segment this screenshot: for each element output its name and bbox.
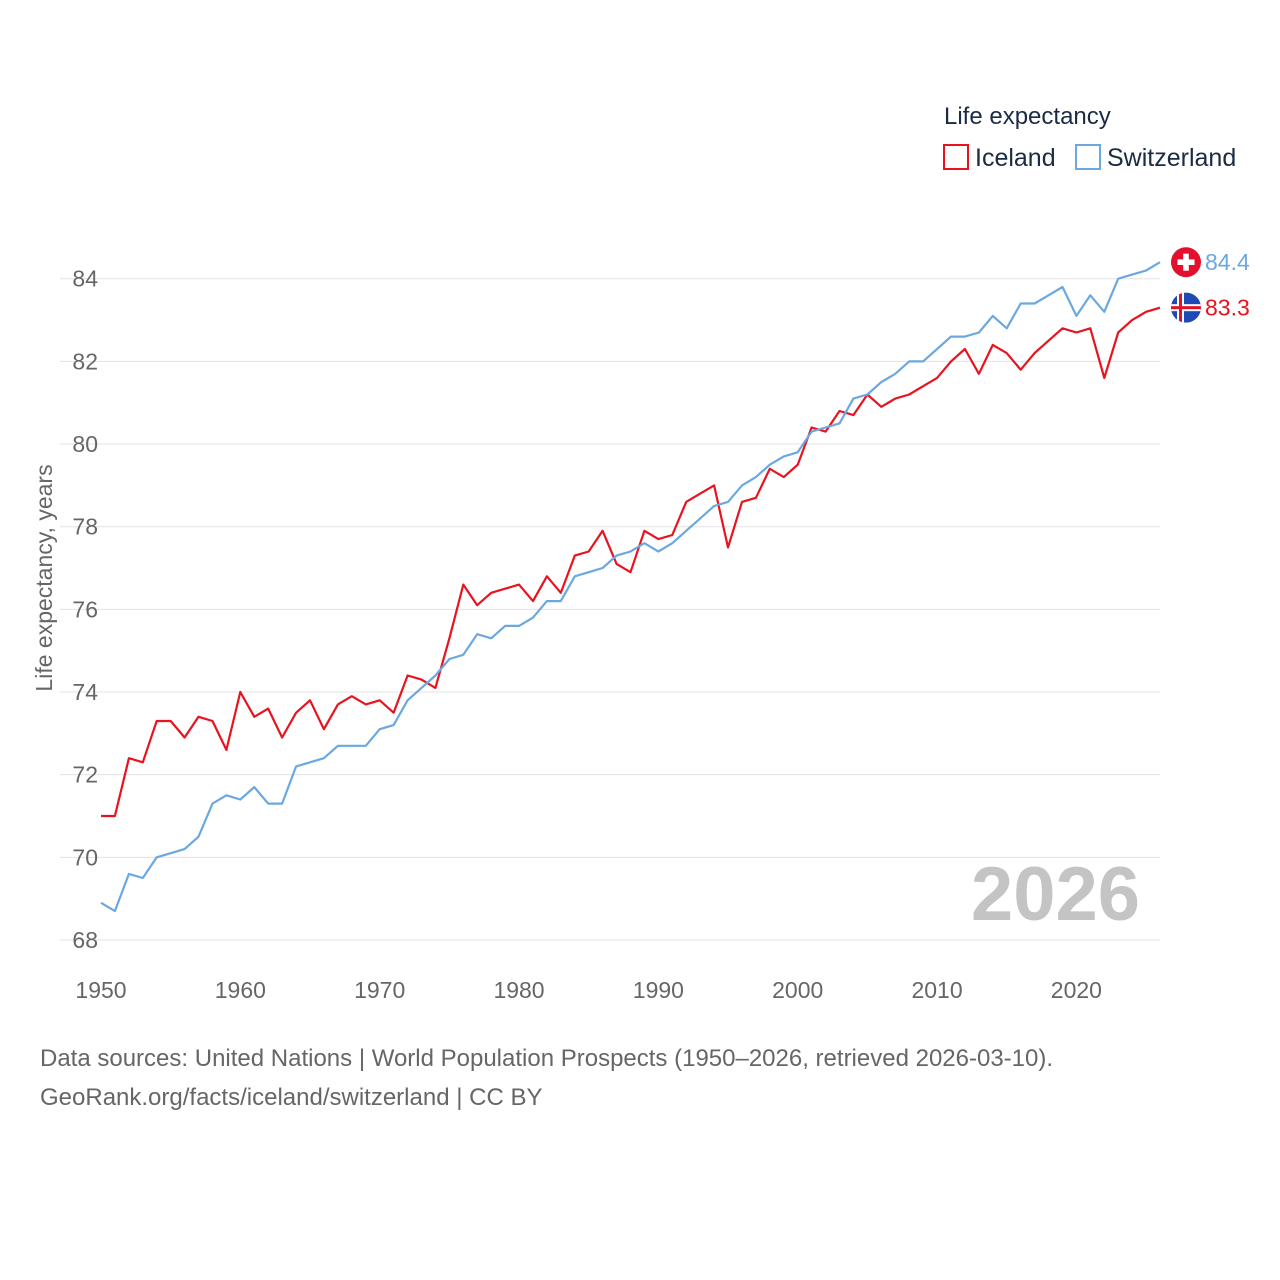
y-tick-label: 68 [72,927,98,953]
legend-swatch-switzerland [1075,144,1101,170]
y-tick-label: 70 [72,844,98,870]
switzerland-flag-icon [1171,247,1201,278]
legend-item-switzerland[interactable]: Switzerland [1075,144,1236,172]
y-tick-label: 72 [72,762,98,788]
y-tick-label: 84 [72,266,98,292]
x-tick-label: 2010 [911,977,962,1003]
x-tick-label: 1990 [633,977,684,1003]
legend-label-iceland: Iceland [975,144,1056,172]
legend-swatch-iceland [943,144,969,170]
x-tick-label: 2000 [772,977,823,1003]
gridlines [60,278,1160,941]
line-chart: 68 70 72 74 76 78 80 82 84 1950 1960 1970 1980 1990 2… [31,103,1250,1003]
iceland-flag-icon [1171,292,1201,323]
y-axis-label: Life expectancy, years [31,464,57,691]
series-line-iceland[interactable] [101,306,1161,818]
y-tick-label: 78 [72,514,98,540]
end-value-label-switzerland: 84.4 [1205,249,1250,275]
x-tick-label: 1950 [75,977,126,1003]
legend-item-iceland[interactable]: Iceland [943,144,1056,172]
year-watermark: 2026 [971,852,1140,937]
y-tick-label: 82 [72,348,98,374]
legend[interactable]: Life expectancy Iceland Switzerland [943,103,1236,172]
end-labels: 83.3 84.4 [1171,247,1250,323]
x-tick-label: 1960 [215,977,266,1003]
y-tick-label: 80 [72,431,98,457]
x-tick-label: 1980 [493,977,544,1003]
x-tick-label: 2020 [1051,977,1102,1003]
legend-title: Life expectancy [944,103,1111,130]
series-line-switzerland[interactable] [100,261,1161,913]
end-value-label-iceland: 83.3 [1205,295,1250,321]
y-tick-label: 74 [72,679,98,705]
y-axis-ticks: 68 70 72 74 76 78 80 82 84 [72,266,98,953]
x-axis-ticks: 1950 1960 1970 1980 1990 2000 2010 2020 [75,977,1102,1003]
attribution-link[interactable]: GeoRank.org/facts/iceland/switzerland | … [40,1084,543,1111]
x-tick-label: 1970 [354,977,405,1003]
series-lines [100,261,1161,913]
legend-label-switzerland: Switzerland [1107,144,1236,172]
data-source-note: Data sources: United Nations | World Pop… [40,1045,1054,1072]
y-tick-label: 76 [72,596,98,622]
